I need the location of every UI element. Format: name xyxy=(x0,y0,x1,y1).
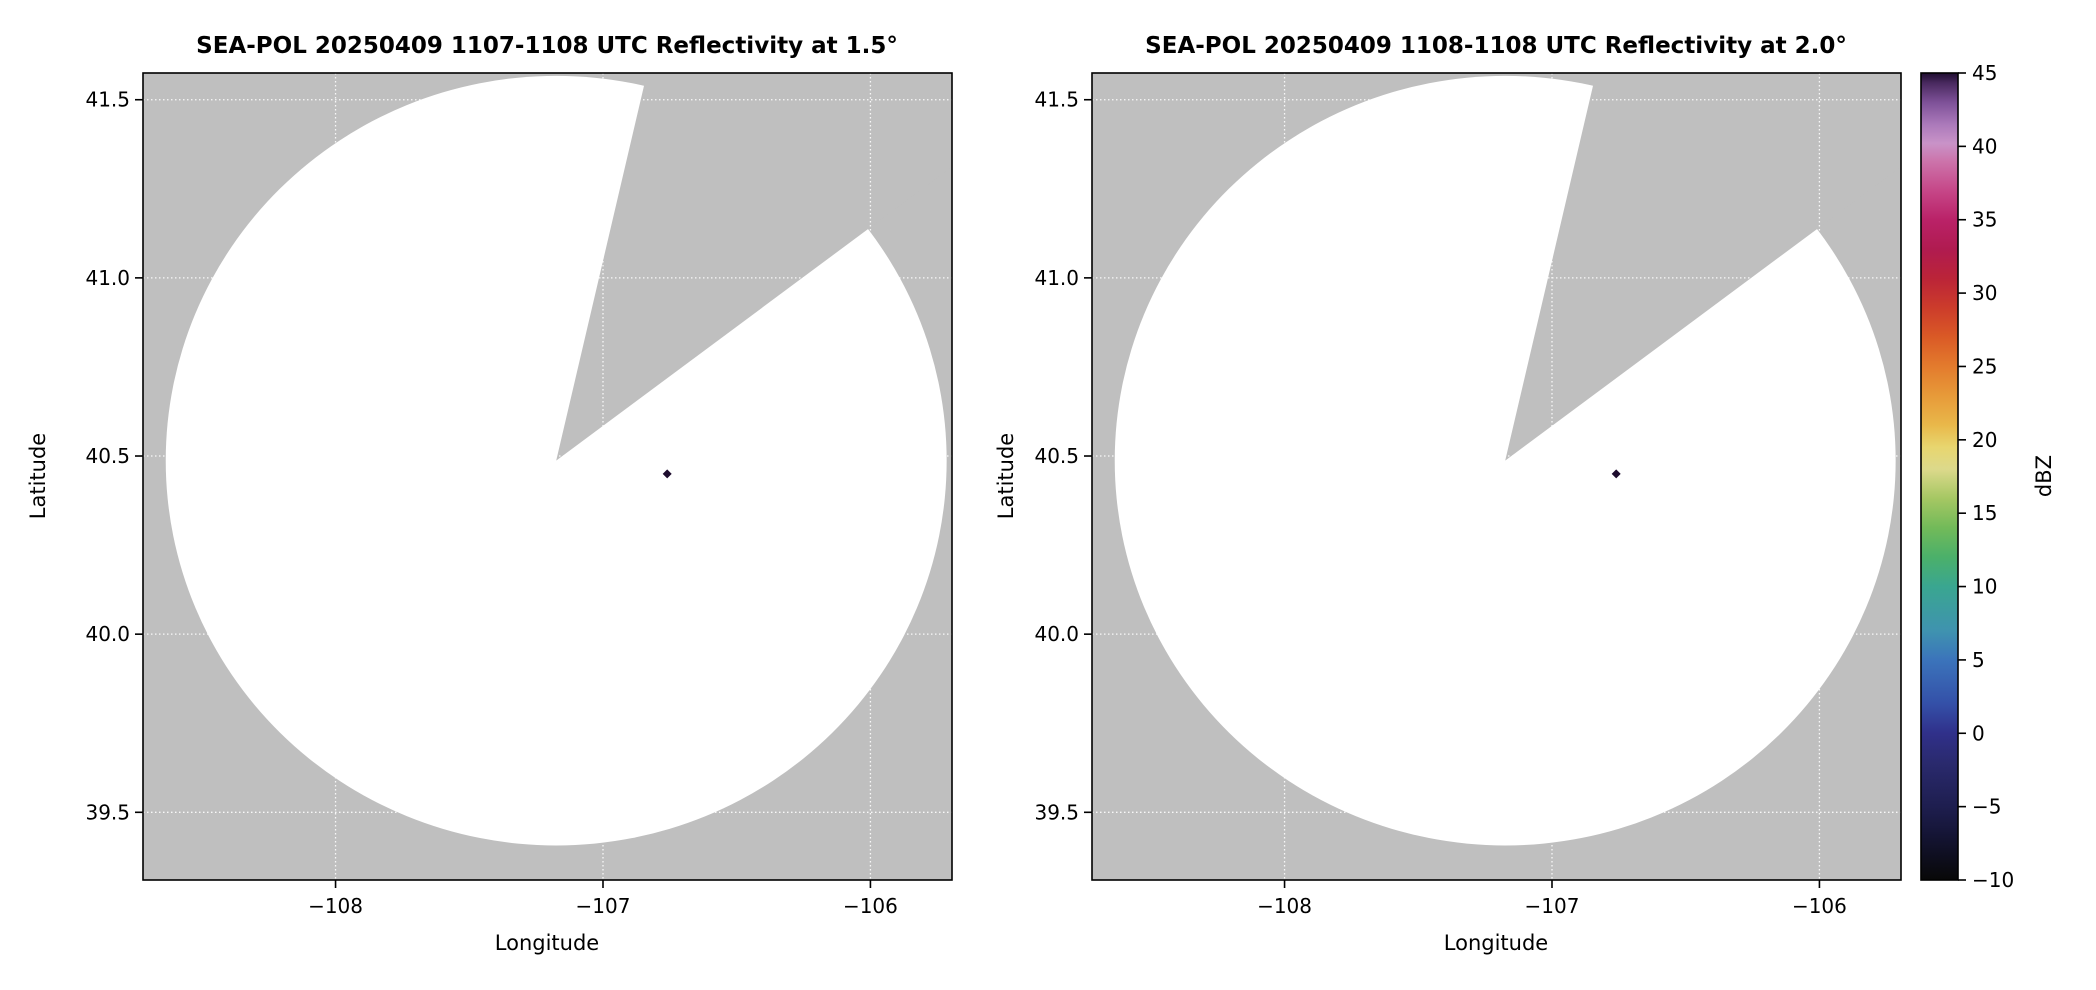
reflectivity-echo xyxy=(662,469,672,479)
reflectivity-echo xyxy=(1611,469,1621,479)
plot-title-left: SEA-POL 20250409 1107-1108 UTC Reflectiv… xyxy=(196,33,898,59)
colorbar-tick-label: 30 xyxy=(1972,281,1997,305)
blocked-sector-wedge xyxy=(556,73,952,461)
colorbar-tick-label: −10 xyxy=(1972,868,2014,892)
x-axis-label-right: Longitude xyxy=(1443,931,1549,955)
y-tick-label: 40.0 xyxy=(1034,622,1079,646)
colorbar-border xyxy=(1920,72,1959,881)
colorbar-tick-labels: 45 40 35 30 25 20 15 10 5 0 −5 −10 xyxy=(1972,61,2014,892)
colorbar-tick-label: −5 xyxy=(1972,795,2001,819)
axes-border xyxy=(142,72,953,881)
y-tick-label: 40.5 xyxy=(85,444,130,468)
x-tick-label: −107 xyxy=(1525,894,1580,918)
colorbar-ticks xyxy=(1958,72,1966,881)
y-tick-label: 39.5 xyxy=(85,800,130,824)
x-tick-label: −106 xyxy=(843,894,898,918)
y-tick-label: 41.0 xyxy=(85,266,130,290)
x-tick-label: −106 xyxy=(1792,894,1847,918)
colorbar-tick-label: 20 xyxy=(1972,428,1997,452)
plot-title-right: SEA-POL 20250409 1108-1108 UTC Reflectiv… xyxy=(1145,33,1847,59)
y-tick-label: 41.5 xyxy=(1034,88,1079,112)
plot-area xyxy=(143,73,952,880)
y-tick-label: 40.5 xyxy=(1034,444,1079,468)
colorbar-tick-label: 15 xyxy=(1972,501,1997,525)
y-tick-label: 40.0 xyxy=(85,622,130,646)
colorbar-tick-label: 10 xyxy=(1972,575,1997,599)
axes-border xyxy=(1091,72,1902,881)
y-tick-label: 41.0 xyxy=(1034,266,1079,290)
colorbar-tick-label: 25 xyxy=(1972,354,1997,378)
colorbar-tick-label: 35 xyxy=(1972,208,1997,232)
blocked-sector-wedge xyxy=(1505,73,1901,461)
colorbar-tick-label: 40 xyxy=(1972,134,1997,158)
y-tick-label: 39.5 xyxy=(1034,800,1079,824)
x-tick-label: −108 xyxy=(1257,894,1312,918)
y-tick-label: 41.5 xyxy=(85,88,130,112)
colorbar-gradient xyxy=(1921,73,1958,880)
x-axis-label-left: Longitude xyxy=(494,931,600,955)
gridlines xyxy=(143,73,952,880)
x-tick-label: −108 xyxy=(308,894,363,918)
y-axis-label-left: Latitude xyxy=(26,432,50,520)
axis-ticks xyxy=(1084,98,1821,888)
colorbar-tick-label: 5 xyxy=(1972,648,1985,672)
tick-labels: −108 −107 −106 39.5 40.0 40.5 41.0 41.5 xyxy=(85,88,897,918)
gridlines xyxy=(1092,73,1901,880)
plot-area xyxy=(1092,73,1901,880)
tick-labels: −108 −107 −106 39.5 40.0 40.5 41.0 41.5 xyxy=(1034,88,1846,918)
colorbar-label: dBZ xyxy=(2032,454,2056,498)
colorbar-tick-label: 0 xyxy=(1972,721,1985,745)
colorbar-tick-label: 45 xyxy=(1972,61,1997,85)
y-axis-label-right: Latitude xyxy=(994,432,1018,520)
x-tick-label: −107 xyxy=(576,894,631,918)
axis-ticks xyxy=(135,98,872,888)
